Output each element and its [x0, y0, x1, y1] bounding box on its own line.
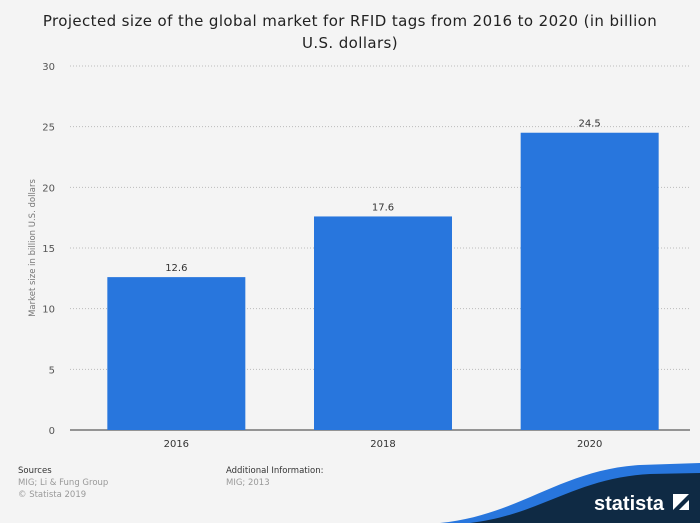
x-tick-label: 2020: [577, 439, 602, 450]
sources-text[interactable]: MIG; Li & Fung Group: [18, 478, 109, 488]
y-tick-label: 25: [42, 123, 55, 134]
data-label: 12.6: [165, 263, 187, 274]
sources-block: Sources MIG; Li & Fung Group © Statista …: [18, 465, 108, 501]
y-tick-label: 10: [42, 305, 55, 316]
copyright-text: © Statista 2019: [18, 490, 87, 500]
additional-info-text: MIG; 2013: [226, 478, 270, 488]
additional-info-block: Additional Information: MIG; 2013: [226, 465, 323, 489]
y-axis-label: Market size in billion U.S. dollars: [28, 178, 38, 316]
bar: [314, 216, 452, 430]
y-tick-label: 0: [49, 426, 55, 437]
y-tick-label: 20: [42, 183, 55, 194]
additional-info-label: Additional Information:: [226, 466, 324, 476]
data-label: 24.5: [579, 119, 601, 130]
sources-label: Sources: [18, 466, 52, 476]
x-tick-label: 2016: [164, 439, 189, 450]
chart-title: Projected size of the global market for …: [42, 12, 658, 52]
y-tick-label: 15: [42, 244, 55, 255]
bar: [107, 277, 246, 430]
data-label: 17.6: [372, 202, 394, 213]
y-tick-label: 30: [42, 62, 55, 73]
x-tick-label: 2018: [370, 439, 395, 450]
y-tick-label: 5: [49, 365, 55, 376]
bar: [520, 132, 659, 430]
